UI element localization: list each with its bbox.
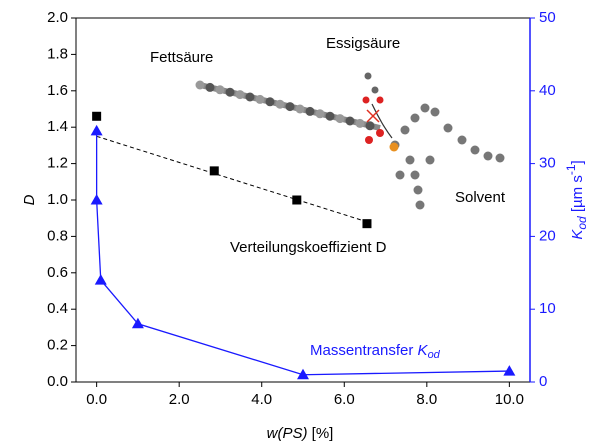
x-tick-label: 0.0 (86, 391, 107, 408)
atom (372, 87, 379, 94)
atom (458, 136, 467, 145)
atom (426, 156, 435, 165)
atom (346, 117, 355, 126)
atom (306, 107, 315, 116)
cross (367, 110, 379, 122)
atom (406, 156, 415, 165)
annotation: Massentransfer Kod (310, 342, 441, 361)
atom (336, 114, 345, 123)
atom (496, 154, 505, 163)
trendline (97, 136, 367, 222)
y-tick-label: 1.2 (47, 155, 68, 172)
marker (503, 365, 515, 376)
y-tick-label: 0.4 (47, 300, 68, 317)
atom (390, 143, 399, 152)
atom (366, 121, 375, 130)
atom (196, 81, 205, 90)
y2-tick-label: 10 (539, 300, 556, 317)
atom (356, 119, 365, 128)
marker (91, 125, 103, 136)
x-tick-label: 8.0 (416, 391, 437, 408)
x-axis-label-text: [%] (308, 425, 334, 442)
marker (95, 274, 107, 285)
atom (377, 97, 384, 104)
y-tick-label: 1.8 (47, 45, 68, 62)
annotation-text: od (428, 349, 441, 361)
x-tick-label: 2.0 (169, 391, 190, 408)
atom (421, 104, 430, 113)
atom (484, 152, 493, 161)
y-tick-label: 1.6 (47, 82, 68, 99)
atom (431, 108, 440, 117)
y-tick-label: 0.2 (47, 337, 68, 354)
annotation: Essigsäure (326, 35, 400, 52)
y2-tick-label: 20 (539, 227, 556, 244)
y2-tick-label: 0 (539, 373, 547, 390)
atom (411, 114, 420, 123)
atom (316, 109, 325, 118)
y-tick-label: 0.0 (47, 373, 68, 390)
atom (226, 88, 235, 97)
atom (444, 124, 453, 133)
y2-axis-label: Kod [µm s-1] (564, 160, 589, 239)
atom (365, 73, 372, 80)
annotation: Verteilungskoeffizient D (230, 239, 387, 256)
x-axis-label: w(PS) [%] (267, 425, 334, 442)
atom (414, 186, 423, 195)
chart: Fettsäure Essigsäure Solvent Verteilungs… (0, 0, 596, 448)
marker (362, 219, 371, 228)
annotation: Solvent (455, 189, 506, 206)
atom (296, 105, 305, 114)
atom (411, 171, 420, 180)
y2-tick-label: 50 (539, 9, 556, 26)
atom (396, 171, 405, 180)
atom (326, 112, 335, 121)
atom (256, 95, 265, 104)
annotation-text: Massentransfer (310, 342, 418, 359)
atom (246, 93, 255, 102)
atom (365, 136, 373, 144)
annotation: Fettsäure (150, 49, 213, 66)
marker (210, 166, 219, 175)
y-tick-label: 0.8 (47, 227, 68, 244)
marker (92, 112, 101, 121)
atom (266, 97, 275, 106)
atom (416, 201, 425, 210)
y-tick-label: 2.0 (47, 9, 68, 26)
atom (236, 90, 245, 99)
y2-axis-label-text: od (575, 216, 589, 230)
y-axis-label: D (21, 194, 38, 205)
atom (401, 126, 410, 135)
y-tick-label: 1.0 (47, 191, 68, 208)
x-axis-label-text: w(PS) (267, 425, 308, 442)
y2-axis-label-text: [µm s (569, 175, 586, 216)
marker (91, 194, 103, 205)
atom (216, 85, 225, 94)
x-tick-label: 10.0 (495, 391, 524, 408)
y-tick-label: 0.6 (47, 264, 68, 281)
marker (292, 196, 301, 205)
atom (376, 129, 384, 137)
y-tick-label: 1.4 (47, 118, 68, 135)
x-tick-label: 4.0 (251, 391, 272, 408)
atom (206, 83, 215, 92)
atom (286, 102, 295, 111)
y2-axis-label-text: -1 (564, 164, 578, 175)
atom (363, 97, 370, 104)
atom (471, 146, 480, 155)
y2-tick-label: 40 (539, 82, 556, 99)
y2-axis-label-text: ] (569, 160, 586, 164)
x-tick-label: 6.0 (334, 391, 355, 408)
atom (276, 100, 285, 109)
y2-tick-label: 30 (539, 155, 556, 172)
